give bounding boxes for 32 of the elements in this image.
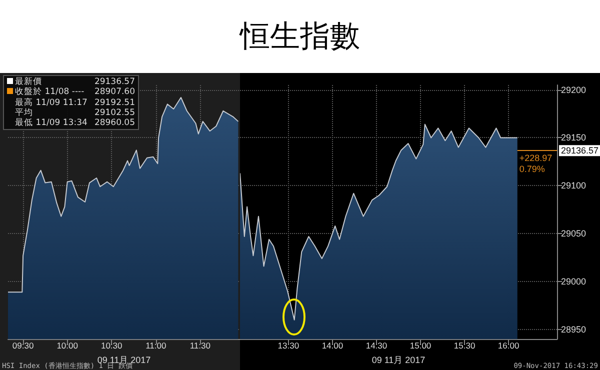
annotation: 29102.55: [94, 108, 135, 118]
annotation: 28960.05: [94, 118, 135, 128]
annotation: 收盤於 11/08 ----: [14, 87, 84, 98]
x-tick-label: 14:00: [322, 340, 344, 351]
x-tick-label: 11:30: [190, 340, 211, 351]
x-tick-label: 15:30: [454, 340, 476, 351]
y-tick-label: 29100: [561, 180, 586, 191]
x-tick-label: 15:00: [410, 340, 432, 351]
y-tick-label: 29200: [561, 84, 586, 95]
annotation: 最高 11/09 11:17: [14, 98, 88, 108]
x-tick-label: 16:00: [498, 340, 520, 351]
ref-line-label: 29136.57: [561, 146, 599, 156]
annotation: 最低 11/09 13:34: [14, 118, 88, 128]
annotation: 最新價: [14, 77, 42, 87]
annotation: 28907.60: [94, 87, 135, 98]
annotation: 平均: [14, 108, 33, 118]
annotation: 29136.57: [94, 77, 135, 88]
y-tick-label: 29000: [561, 276, 586, 287]
x-tick-label: 09:30: [12, 340, 34, 351]
annotation: +228.97: [519, 153, 552, 164]
annotation: 29192.51: [94, 98, 135, 108]
chart-title: 恒生指數: [240, 19, 360, 54]
x-tick-label: 13:30: [278, 340, 300, 351]
x-axis-title: 09 11月 2017: [372, 355, 426, 365]
x-tick-label: 10:30: [100, 340, 123, 351]
x-tick-label: 14:30: [366, 340, 388, 351]
y-tick-label: 28950: [561, 324, 586, 335]
x-tick-label: 11:00: [146, 340, 166, 351]
annotation: 0.79%: [519, 164, 545, 174]
x-tick-label: 10:00: [56, 340, 78, 351]
y-tick-label: 29150: [561, 132, 586, 143]
y-tick-label: 29050: [561, 228, 586, 239]
